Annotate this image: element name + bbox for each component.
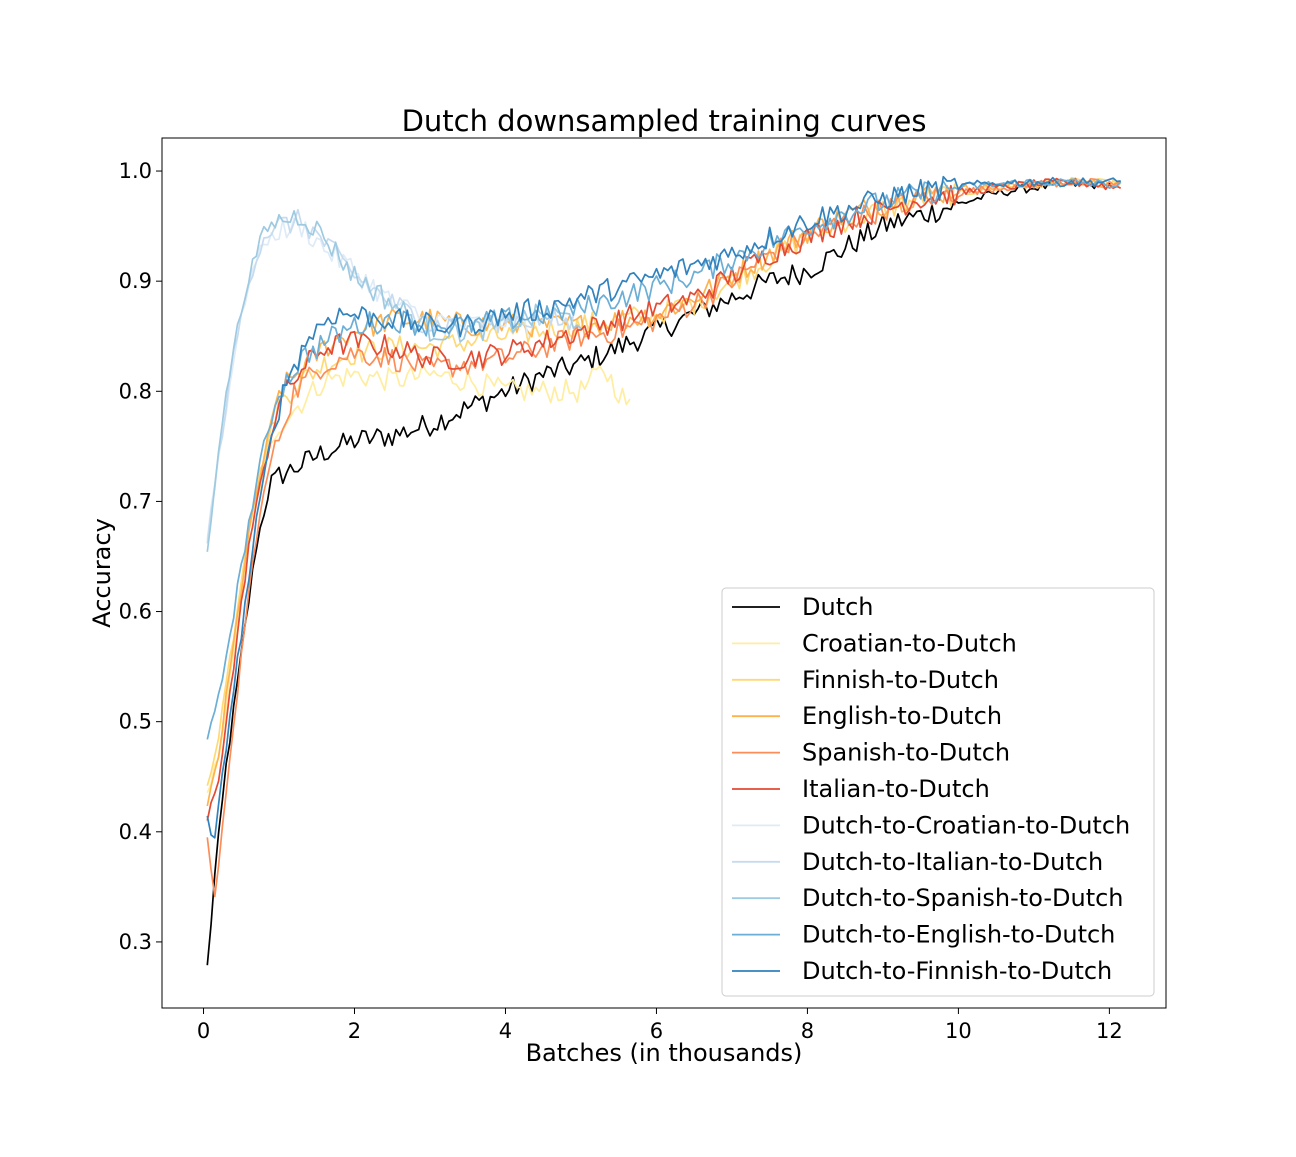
legend-label: Dutch-to-English-to-Dutch xyxy=(802,921,1115,949)
legend: Dutch Croatian-to-Dutch Finnish-to-Dutch En… xyxy=(721,587,1155,997)
legend-label: Dutch-to-Croatian-to-Dutch xyxy=(802,811,1130,839)
x-axis-label: Batches (in thousands) xyxy=(526,1039,803,1067)
series-line-11 xyxy=(206,175,1121,839)
plot-frame xyxy=(161,137,1167,1009)
legend-label: Dutch-to-Finnish-to-Dutch xyxy=(802,957,1112,985)
legend-label: Dutch-to-Italian-to-Dutch xyxy=(802,848,1103,876)
y-tick-label: 0.6 xyxy=(119,600,152,624)
x-tick-label: 10 xyxy=(945,1019,972,1043)
x-tick-label: 12 xyxy=(1096,1019,1123,1043)
legend-label: Croatian-to-Dutch xyxy=(802,629,1017,657)
y-tick-label: 0.9 xyxy=(119,269,152,293)
y-tick-label: 1.0 xyxy=(119,159,152,183)
y-tick-label: 0.8 xyxy=(119,379,152,403)
x-tick-label: 6 xyxy=(650,1019,663,1043)
x-axis: 0 2 4 6 8 10 12 xyxy=(197,1008,1123,1043)
series-line-2 xyxy=(206,363,631,794)
legend-label: Italian-to-Dutch xyxy=(802,775,990,803)
x-tick-label: 4 xyxy=(499,1019,512,1043)
x-tick-label: 8 xyxy=(801,1019,814,1043)
y-tick-label: 0.7 xyxy=(119,489,152,513)
chart-title: Dutch downsampled training curves xyxy=(402,104,927,138)
series-layer xyxy=(206,175,1122,966)
y-axis-label: Accuracy xyxy=(88,518,116,628)
y-axis: 0.3 0.4 0.5 0.6 0.7 0.8 0.9 1.0 xyxy=(119,159,162,954)
y-tick-label: 0.5 xyxy=(119,710,152,734)
series-line-9 xyxy=(206,210,582,552)
legend-label: Finnish-to-Dutch xyxy=(802,666,999,694)
x-tick-label: 0 xyxy=(197,1019,210,1043)
legend-label: Dutch-to-Spanish-to-Dutch xyxy=(802,884,1124,912)
legend-box xyxy=(721,587,1155,997)
legend-label: Dutch xyxy=(802,593,874,621)
legend-label: English-to-Dutch xyxy=(802,702,1002,730)
y-tick-label: 0.3 xyxy=(119,930,152,954)
y-tick-label: 0.4 xyxy=(119,820,152,844)
x-tick-label: 2 xyxy=(348,1019,361,1043)
legend-label: Spanish-to-Dutch xyxy=(802,739,1010,767)
series-line-6 xyxy=(206,177,1122,821)
series-line-3 xyxy=(206,176,1122,786)
